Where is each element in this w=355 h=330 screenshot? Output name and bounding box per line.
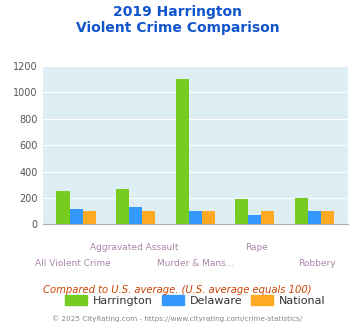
Bar [129,207,142,224]
Text: All Violent Crime: All Violent Crime [35,259,111,268]
Text: Robbery: Robbery [299,259,336,268]
Bar [189,211,202,224]
Text: Violent Crime Comparison: Violent Crime Comparison [76,21,279,35]
Text: Murder & Mans...: Murder & Mans... [157,259,234,268]
Bar [202,211,215,224]
Bar [321,211,334,224]
Text: Compared to U.S. average. (U.S. average equals 100): Compared to U.S. average. (U.S. average … [43,285,312,295]
Text: Rape: Rape [245,243,268,251]
Bar [235,199,248,224]
Bar [308,211,321,224]
Bar [116,189,129,224]
Text: Aggravated Assault: Aggravated Assault [90,243,179,251]
Bar [248,215,261,224]
Bar [70,209,83,224]
Bar [83,211,96,224]
Text: 2019 Harrington: 2019 Harrington [113,5,242,19]
Bar [261,211,274,224]
Bar [56,191,70,224]
Legend: Harrington, Delaware, National: Harrington, Delaware, National [61,290,330,310]
Text: © 2025 CityRating.com - https://www.cityrating.com/crime-statistics/: © 2025 CityRating.com - https://www.city… [53,315,302,322]
Bar [176,79,189,224]
Bar [295,198,308,224]
Bar [142,211,155,224]
